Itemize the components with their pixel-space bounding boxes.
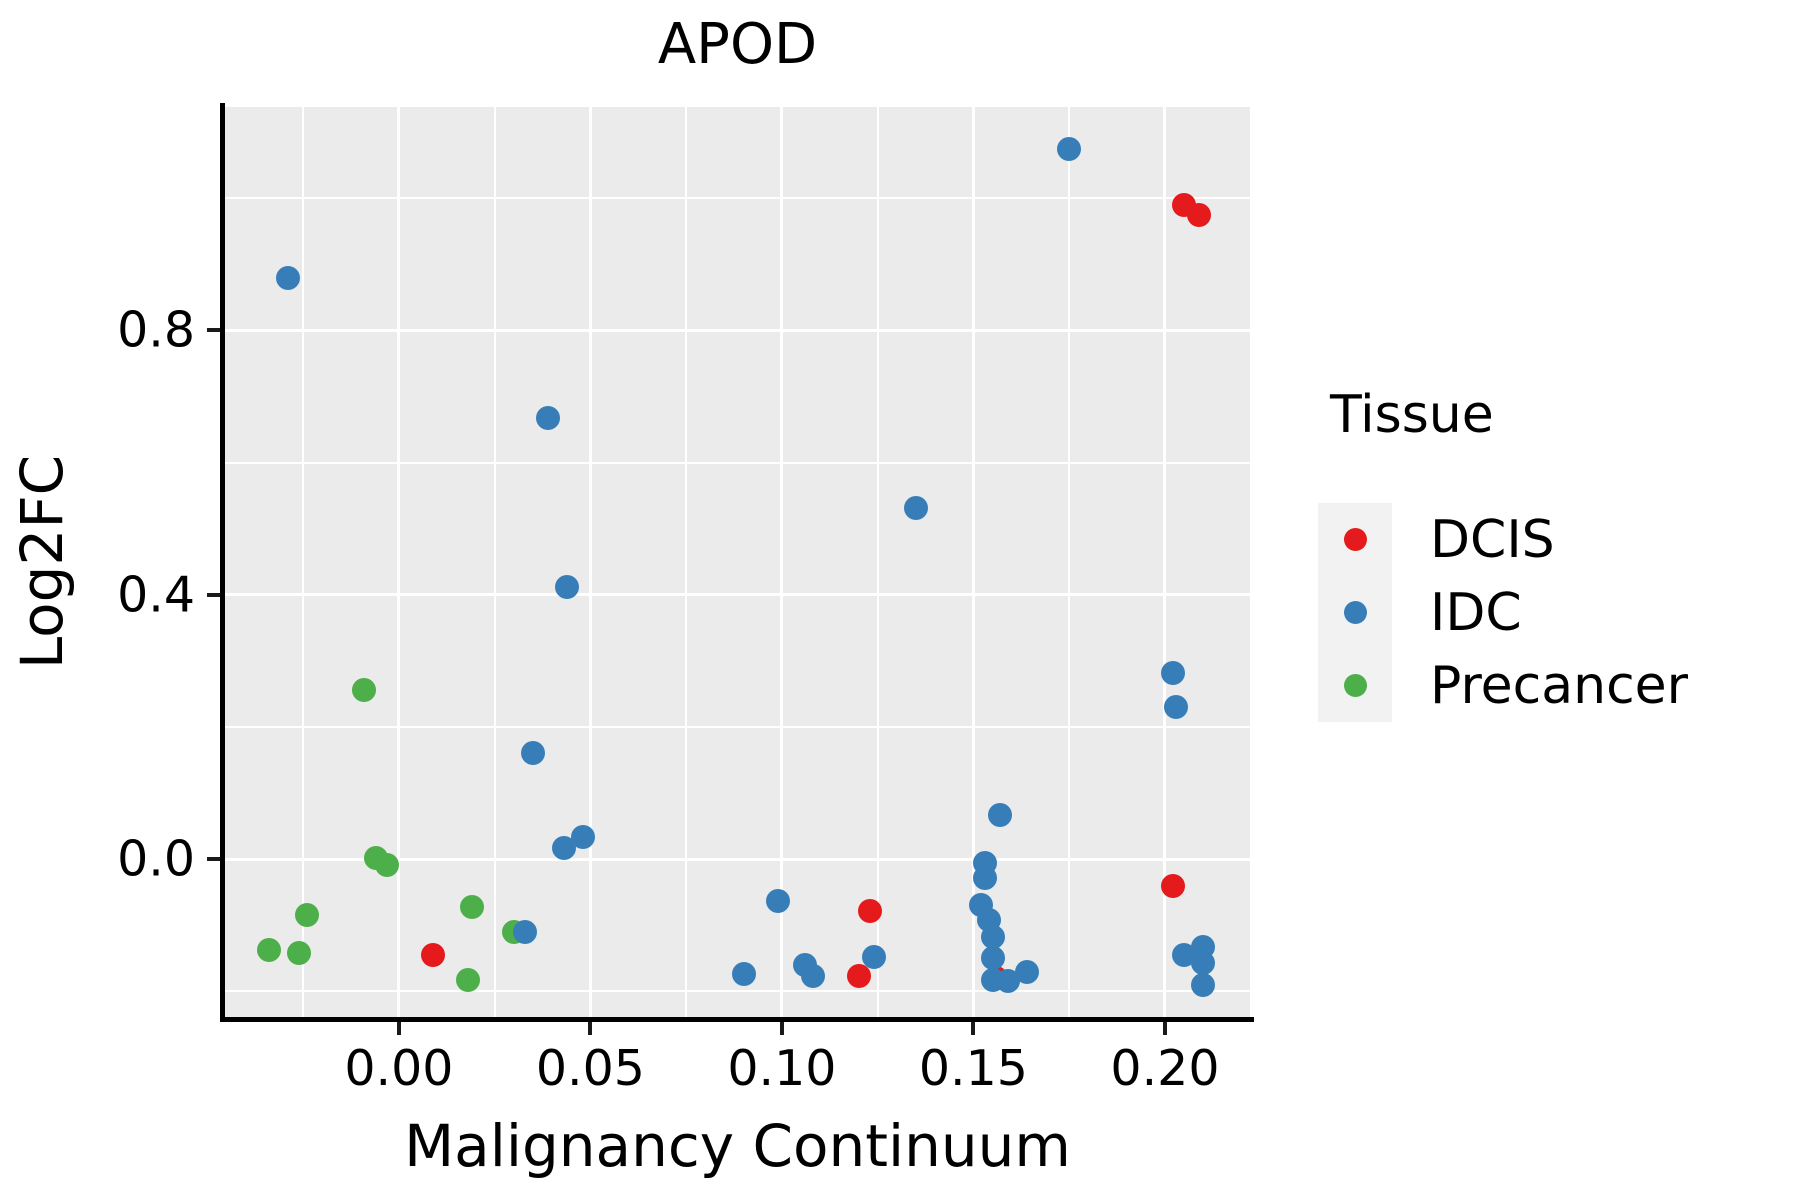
x-major-gridline: [971, 107, 975, 1017]
x-tick-label: 0.00: [344, 1040, 454, 1097]
x-tick-mark: [779, 1022, 784, 1035]
y-tick-mark: [207, 857, 220, 862]
data-point-dcis: [858, 899, 883, 924]
legend-label-dcis: DCIS: [1430, 509, 1555, 570]
data-point-precancer: [287, 940, 312, 965]
dcis-legend-dot-icon: [1344, 528, 1367, 551]
data-point-idc: [995, 969, 1020, 994]
precancer-legend-dot-icon: [1344, 674, 1367, 697]
data-point-idc: [903, 496, 928, 521]
data-point-idc: [972, 866, 997, 891]
x-tick-label: 0.20: [1110, 1040, 1220, 1097]
y-major-gridline: [225, 857, 1250, 861]
plot-panel: [225, 107, 1250, 1017]
data-point-idc: [1160, 661, 1185, 686]
data-point-idc: [520, 741, 545, 766]
data-point-idc: [555, 574, 580, 599]
data-point-idc: [988, 802, 1013, 827]
legend-label-idc: IDC: [1430, 582, 1522, 643]
legend-item-precancer: Precancer: [1318, 649, 1758, 722]
data-point-idc: [1164, 695, 1189, 720]
y-tick-mark: [207, 328, 220, 333]
y-axis-title: Log2FC: [8, 454, 76, 670]
data-point-idc: [1057, 137, 1082, 162]
data-point-idc: [980, 925, 1005, 950]
data-point-idc: [551, 835, 576, 860]
legend-item-dcis: DCIS: [1318, 503, 1758, 576]
data-point-idc: [513, 919, 538, 944]
data-point-precancer: [459, 895, 484, 920]
x-minor-gridline: [685, 107, 688, 1017]
chart-title: APOD: [657, 12, 818, 77]
data-point-precancer: [256, 938, 281, 963]
x-minor-gridline: [1068, 107, 1071, 1017]
y-minor-gridline: [225, 197, 1250, 200]
data-point-precancer: [352, 677, 377, 702]
data-point-dcis: [1187, 203, 1212, 228]
data-point-dcis: [421, 942, 446, 967]
x-tick-label: 0.05: [535, 1040, 645, 1097]
x-minor-gridline: [302, 107, 305, 1017]
data-point-idc: [536, 406, 561, 431]
x-minor-gridline: [493, 107, 496, 1017]
x-major-gridline: [780, 107, 784, 1017]
y-axis-line: [220, 103, 225, 1021]
y-tick-label: 0.0: [117, 830, 195, 888]
y-minor-gridline: [225, 990, 1250, 993]
x-axis-line: [220, 1017, 1254, 1022]
x-tick-label: 0.10: [727, 1040, 837, 1097]
y-minor-gridline: [225, 461, 1250, 464]
x-axis-title: Malignancy Continuum: [404, 1112, 1071, 1180]
x-tick-mark: [1162, 1022, 1167, 1035]
data-point-idc: [275, 266, 300, 291]
x-tick-mark: [396, 1022, 401, 1035]
data-point-precancer: [294, 903, 319, 928]
x-tick-mark: [971, 1022, 976, 1035]
x-minor-gridline: [876, 107, 879, 1017]
y-tick-label: 0.8: [117, 301, 195, 359]
x-major-gridline: [588, 107, 592, 1017]
idc-legend-dot-icon: [1344, 601, 1367, 624]
legend-title: Tissue: [1330, 385, 1494, 445]
data-point-idc: [1191, 973, 1216, 998]
y-major-gridline: [225, 328, 1250, 332]
y-tick-mark: [207, 592, 220, 597]
data-point-precancer: [375, 853, 400, 877]
data-point-idc: [800, 964, 825, 989]
data-point-idc: [861, 944, 886, 969]
x-major-gridline: [1163, 107, 1167, 1017]
legend-item-idc: IDC: [1318, 576, 1758, 649]
data-point-idc: [980, 946, 1005, 971]
data-point-precancer: [455, 967, 480, 992]
y-minor-gridline: [225, 725, 1250, 728]
legend-label-precancer: Precancer: [1430, 655, 1689, 716]
y-tick-label: 0.4: [117, 566, 195, 624]
y-major-gridline: [225, 593, 1250, 597]
x-major-gridline: [397, 107, 401, 1017]
data-point-idc: [1191, 950, 1216, 975]
x-tick-label: 0.15: [918, 1040, 1028, 1097]
x-tick-mark: [588, 1022, 593, 1035]
data-point-dcis: [1160, 874, 1185, 899]
data-point-idc: [766, 888, 791, 913]
data-point-idc: [731, 962, 756, 987]
legend-items: DCIS IDC Precancer: [1318, 503, 1758, 722]
data-point-dcis: [846, 964, 871, 989]
